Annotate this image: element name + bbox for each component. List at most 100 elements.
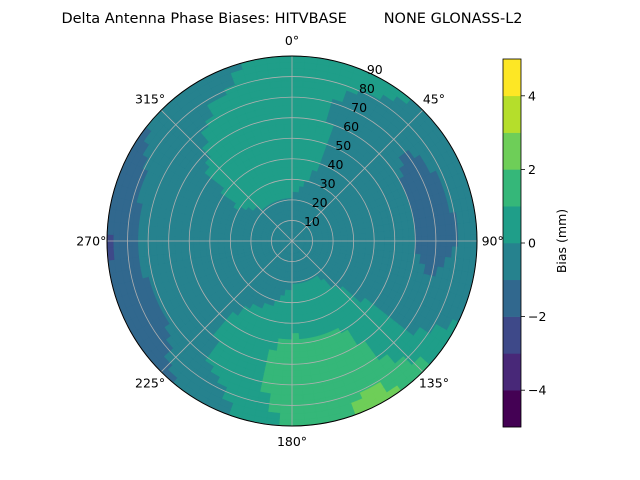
bias-cell	[468, 166, 477, 185]
bias-cell	[317, 428, 334, 438]
bias-cell	[379, 402, 398, 418]
bias-cell	[442, 118, 459, 137]
colorbar-segment	[503, 206, 521, 244]
bias-cell	[367, 409, 386, 424]
angle-tick-label: 180°	[277, 434, 307, 449]
polar-grid	[106, 55, 478, 427]
radial-tick-label: 90	[367, 62, 383, 77]
colorbar-segment	[503, 353, 521, 391]
bias-cell	[198, 58, 217, 73]
bias-cell	[162, 385, 180, 402]
bias-cell	[196, 408, 215, 423]
angle-tick-label: 225°	[135, 375, 165, 390]
colorbar-tick-label: 2	[528, 162, 536, 177]
bias-cell	[473, 179, 477, 197]
chart-title: Delta Antenna Phase Biases: HITVBASE NON…	[61, 11, 522, 27]
bias-cell	[305, 43, 321, 52]
bias-cell	[457, 141, 472, 160]
bias-cell	[468, 299, 477, 318]
bias-cell	[173, 394, 191, 410]
bias-cell	[237, 56, 255, 58]
bias-cell	[164, 78, 182, 95]
bias-cell	[107, 285, 111, 303]
colorbar-tick-label: 4	[528, 88, 536, 103]
bias-cell	[251, 44, 268, 54]
bias-cell	[462, 312, 477, 331]
colorbar-tick-label: −2	[528, 309, 546, 324]
bias-cell	[209, 414, 227, 426]
bias-cell	[276, 425, 293, 426]
bias-cell	[456, 324, 471, 343]
angle-tick-label: 315°	[135, 92, 165, 107]
bias-cell	[221, 419, 240, 426]
bias-cell	[133, 356, 151, 375]
bias-cell	[477, 193, 487, 210]
bias-cell	[393, 72, 411, 88]
colorbar: −4 −2 0 2 4	[502, 58, 546, 428]
bias-cell	[319, 44, 336, 54]
bias-cell	[125, 345, 142, 364]
bias-cell	[249, 428, 266, 438]
bias-cell	[482, 248, 491, 264]
bias-cell	[118, 334, 134, 353]
bias-cell	[342, 420, 361, 426]
bias-cell	[107, 177, 112, 195]
colorbar-segment	[503, 243, 521, 281]
radial-tick-label: 70	[351, 100, 367, 115]
radial-tick-label: 40	[328, 157, 344, 172]
bias-cell	[289, 425, 306, 426]
bias-cell	[107, 310, 121, 329]
colorbar-segment	[503, 390, 521, 428]
colorbar-segment	[503, 169, 521, 207]
bias-cell	[186, 64, 205, 80]
colorbar-segment	[503, 316, 521, 354]
bias-cell	[135, 106, 152, 124]
angle-tick-label: 270°	[76, 234, 106, 249]
bias-cell	[355, 415, 374, 426]
radial-tick-label: 20	[312, 195, 328, 210]
bias-cell	[94, 259, 103, 275]
colorbar-segment	[503, 132, 521, 170]
bias-cell	[127, 116, 143, 135]
bias-cell	[432, 358, 449, 376]
bias-cell	[107, 151, 122, 170]
radial-tick-label: 60	[343, 119, 359, 134]
bias-cell	[404, 80, 422, 97]
bias-cell	[95, 204, 105, 221]
bias-cell	[480, 261, 490, 278]
radial-tick-label: 10	[304, 214, 320, 229]
bias-cell	[329, 424, 347, 426]
bias-cell	[291, 56, 308, 57]
bias-cell	[107, 190, 108, 209]
bias-cell	[113, 139, 128, 158]
bias-cell	[449, 336, 465, 355]
bias-cell	[450, 129, 466, 148]
bias-cell	[476, 273, 477, 292]
angle-tick-label: 45°	[423, 92, 445, 107]
angle-tick-label: 135°	[419, 375, 449, 390]
colorbar-tick-label: −4	[528, 383, 546, 398]
radial-tick-label: 80	[359, 81, 375, 96]
bias-cell	[480, 207, 489, 223]
bias-cell	[463, 153, 477, 172]
bias-cell	[235, 423, 253, 426]
bias-cell	[175, 71, 193, 87]
bias-cell	[112, 322, 127, 341]
bias-cell	[331, 56, 349, 59]
bias-cell	[107, 164, 116, 183]
bias-cell	[441, 347, 457, 366]
bias-cell	[472, 287, 477, 305]
bias-cell	[391, 395, 409, 411]
bias-cell	[402, 387, 420, 404]
bias-cell	[223, 56, 242, 62]
colorbar-segment	[503, 95, 521, 133]
bias-cell	[381, 65, 400, 81]
colorbar-segment	[503, 59, 521, 97]
bias-cell	[94, 218, 103, 234]
bias-cell	[278, 56, 295, 57]
bias-cell	[184, 401, 203, 417]
colorbar-tick-label: 0	[528, 236, 536, 251]
colorbar-segment	[503, 279, 521, 317]
radial-tick-label: 30	[320, 176, 336, 191]
